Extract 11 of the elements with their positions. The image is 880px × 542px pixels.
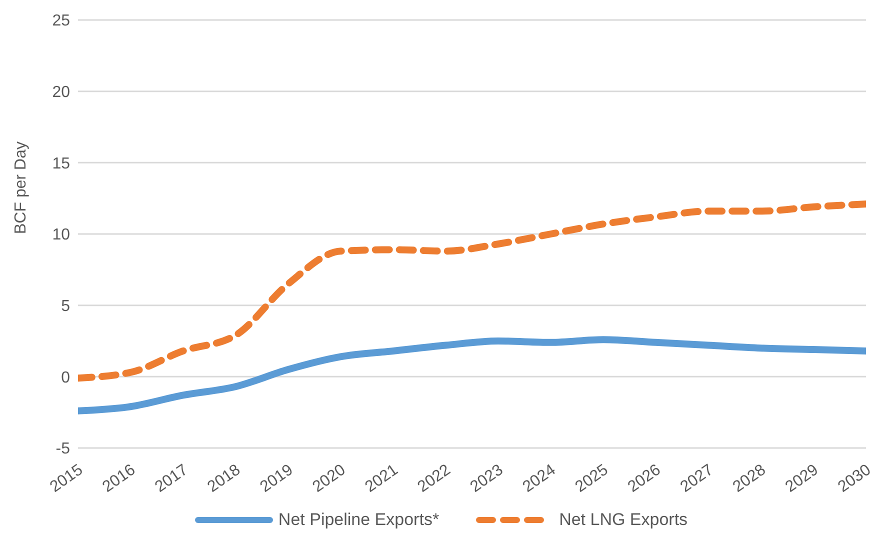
x-tick-label: 2021 xyxy=(362,461,402,496)
legend-label: Net LNG Exports xyxy=(559,510,688,530)
y-tick-label: 5 xyxy=(61,298,70,316)
legend-label: Net Pipeline Exports* xyxy=(278,510,440,530)
y-tick-label: 15 xyxy=(52,155,70,172)
y-tick-label: 10 xyxy=(52,226,70,244)
y-tick-label: 0 xyxy=(61,369,70,386)
y-tick-label: 25 xyxy=(52,12,70,30)
y-tick-label: -5 xyxy=(56,440,70,458)
y-axis-title: BCF per Day xyxy=(12,142,30,234)
y-tick-label: 20 xyxy=(52,84,70,102)
